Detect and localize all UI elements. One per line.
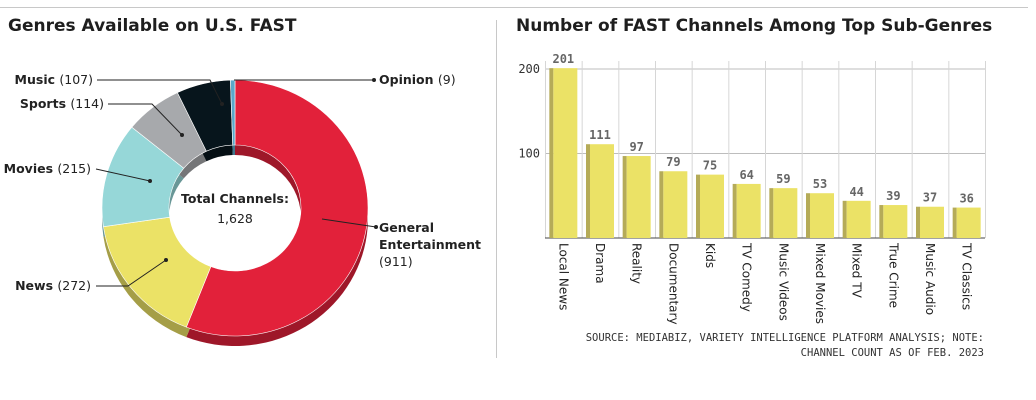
slice-label-name: Sports xyxy=(20,96,70,111)
slice-value: (911) xyxy=(379,254,413,269)
slice-value: (114) xyxy=(70,96,104,111)
x-category-label: Mixed TV xyxy=(850,243,864,299)
x-category-label: Local News xyxy=(556,243,570,310)
bar-shade xyxy=(696,174,700,238)
slice-label-name: Movies xyxy=(4,161,58,176)
x-category-label: True Crime xyxy=(886,242,900,308)
bar-value-label: 59 xyxy=(776,172,790,186)
bar-shade xyxy=(622,156,627,238)
bar-shade xyxy=(879,205,884,238)
bar-shade xyxy=(586,144,590,238)
x-category-label: Mixed Movies xyxy=(813,243,827,324)
leader-dot xyxy=(374,225,378,229)
leader-dot xyxy=(164,258,168,262)
bar-shade xyxy=(732,183,737,238)
bar-chart-title: Number of FAST Channels Among Top Sub-Ge… xyxy=(516,16,993,36)
bar-value-label: 97 xyxy=(629,140,643,154)
leader-line xyxy=(96,259,167,287)
bar-value-label: 111 xyxy=(589,128,611,142)
slice-label: Opinion (9) xyxy=(379,72,456,87)
leader-line xyxy=(95,168,151,182)
bar-value-label: 75 xyxy=(703,159,717,173)
bar-value-label: 79 xyxy=(666,155,680,169)
donut-chart: Total Channels: 1,628 General Entertainment… xyxy=(4,72,481,346)
bar-value-label: 36 xyxy=(959,192,973,206)
leader-dot xyxy=(220,102,224,106)
bar xyxy=(773,188,798,238)
bar-value-label: 201 xyxy=(552,52,574,66)
bar xyxy=(700,174,724,238)
bar-shade xyxy=(916,206,920,238)
leader-dot xyxy=(372,78,376,82)
bar xyxy=(846,200,871,238)
bar-shade xyxy=(806,193,810,238)
donut-chart-title: Genres Available on U.S. FAST xyxy=(8,16,297,36)
leader-line xyxy=(321,218,377,228)
x-category-label: Music Audio xyxy=(923,243,937,315)
bar xyxy=(956,207,981,238)
donut-center-title: Total Channels: xyxy=(181,191,289,206)
bar-shade xyxy=(769,188,774,238)
slice-label-name: News xyxy=(15,278,57,293)
slice-label: Movies (215) xyxy=(4,161,91,176)
bar xyxy=(663,171,688,238)
slice-label-name: Music xyxy=(15,72,60,87)
source-note-line-2: CHANNEL COUNT AS OF FEB. 2023 xyxy=(800,347,984,359)
x-category-label: TV Comedy xyxy=(740,242,754,312)
bar-value-label: 37 xyxy=(923,191,937,205)
y-tick-label: 100 xyxy=(518,147,540,161)
bar-value-label: 53 xyxy=(813,177,827,191)
panel-divider xyxy=(496,20,497,358)
donut-slice xyxy=(230,79,236,146)
slice-value: (272) xyxy=(57,278,91,293)
bar xyxy=(626,156,651,238)
donut-center-value: 1,628 xyxy=(217,211,253,226)
bar xyxy=(883,205,908,238)
x-category-label: Reality xyxy=(630,243,644,284)
bar xyxy=(810,193,834,238)
donut-slice xyxy=(185,79,369,337)
slice-value: (215) xyxy=(57,161,91,176)
source-note: SOURCE: MEDIABIZ, VARIETY INTELLIGENCE P… xyxy=(544,331,984,361)
leader-line xyxy=(97,79,223,105)
bar-value-label: 44 xyxy=(849,185,863,199)
bar-shade xyxy=(952,207,957,238)
x-category-label: Drama xyxy=(593,243,607,284)
bar-value-label: 39 xyxy=(886,189,900,203)
slice-label: Sports (114) xyxy=(20,96,104,111)
bar xyxy=(920,206,944,238)
bar xyxy=(590,144,614,238)
top-rule xyxy=(0,7,1028,8)
x-category-label: TV Classics xyxy=(960,242,974,310)
x-category-label: Kids xyxy=(703,243,717,268)
bar xyxy=(553,68,578,238)
bar-shade xyxy=(842,200,847,238)
slice-label: News (272) xyxy=(15,278,91,293)
y-tick-label: 200 xyxy=(518,62,540,76)
slice-label: Music (107) xyxy=(15,72,93,87)
bar-value-label: 64 xyxy=(739,168,753,182)
bar-shade xyxy=(659,171,664,238)
slice-label: General xyxy=(379,220,434,235)
slice-value: (107) xyxy=(59,72,93,87)
bar xyxy=(736,183,761,238)
leader-dot xyxy=(148,179,152,183)
source-note-line-1: SOURCE: MEDIABIZ, VARIETY INTELLIGENCE P… xyxy=(585,332,984,344)
slice-value: (9) xyxy=(438,72,456,87)
slice-label-name: Opinion xyxy=(379,72,438,87)
bar-chart: 100 200 201 Local News 111 Drama 97 Reality 79 Do… xyxy=(518,52,986,325)
bar-shade xyxy=(549,68,554,238)
leader-dot xyxy=(180,133,184,137)
x-category-label: Music Videos xyxy=(776,243,790,321)
x-category-label: Documentary xyxy=(666,243,680,325)
slice-label-line-2: Entertainment xyxy=(379,237,481,252)
leader-line xyxy=(108,103,183,136)
